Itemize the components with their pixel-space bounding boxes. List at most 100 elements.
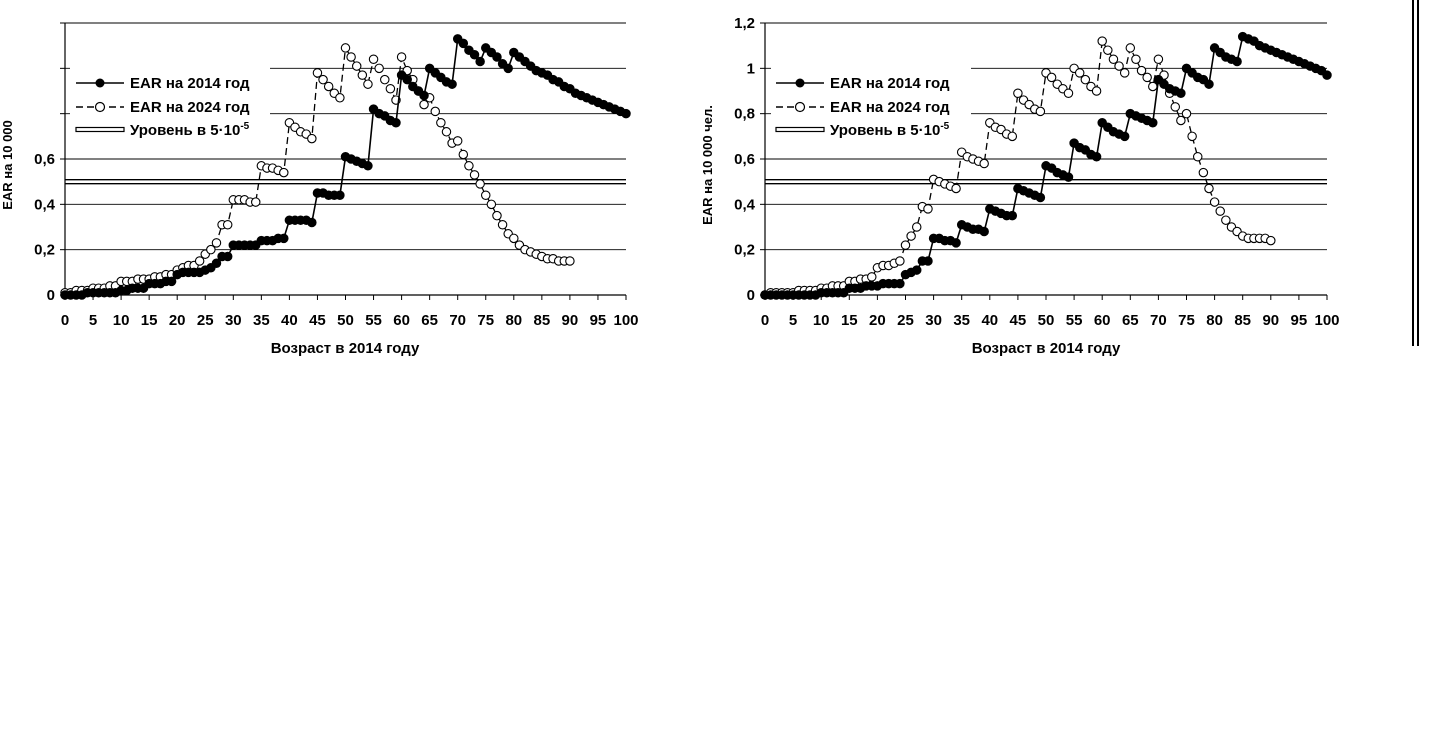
left-data-point-2024 <box>486 199 497 210</box>
right-x-tick-label: 80 <box>1206 312 1223 329</box>
right-y-tick-label: 1 <box>747 60 755 77</box>
right-legend-swatch-level <box>775 126 825 133</box>
left-data-point-2024 <box>441 127 452 137</box>
right-y-tick-label: 0,2 <box>734 242 755 259</box>
right-data-point-2024 <box>867 272 877 282</box>
right-x-tick-label: 35 <box>953 312 970 329</box>
right-data-point-2014 <box>979 226 989 237</box>
right-data-point-2024 <box>1131 54 1141 65</box>
right-data-point-2024 <box>911 222 922 232</box>
right-y-tick-label: 0 <box>747 287 755 304</box>
left-data-point-2014 <box>419 90 429 101</box>
left-x-tick-label: 15 <box>141 312 158 329</box>
right-x-tick-label: 90 <box>1262 312 1279 329</box>
left-data-point-2014 <box>402 74 412 85</box>
left-chart-axes <box>60 22 627 300</box>
left-data-point-2014 <box>307 217 317 228</box>
left-legend-label-2014: EAR на 2014 год <box>130 75 250 92</box>
left-data-point-2014 <box>166 276 177 287</box>
right-data-point-2014 <box>1119 131 1130 142</box>
right-data-point-2014 <box>1063 172 1074 182</box>
left-data-point-2024 <box>419 99 429 110</box>
left-data-point-2024 <box>380 74 390 85</box>
left-data-point-2024 <box>430 106 441 117</box>
left-data-point-2014 <box>492 52 502 62</box>
right-data-point-2024 <box>1046 72 1057 83</box>
right-data-point-2024 <box>1204 183 1214 194</box>
right-data-point-2024 <box>1153 54 1164 65</box>
right-chart: EAR на 10 000 чел. Возраст в 2014 году 0… <box>700 15 1340 357</box>
right-data-point-2024 <box>1142 72 1152 83</box>
right-data-point-2014 <box>911 265 922 275</box>
right-data-point-2024 <box>1215 206 1225 216</box>
left-data-point-2024 <box>211 238 222 248</box>
right-data-point-2024 <box>1091 86 1102 96</box>
right-data-point-2014 <box>1091 151 1102 162</box>
left-data-point-2014 <box>503 63 513 74</box>
right-data-point-2014 <box>1007 210 1018 221</box>
right-data-point-2014 <box>1204 79 1214 89</box>
left-x-tick-label: 80 <box>505 312 522 329</box>
right-x-tick-label: 40 <box>981 312 998 329</box>
left-x-tick-label: 65 <box>421 312 438 329</box>
left-x-tick-label: 5 <box>89 312 97 329</box>
left-y-tick-label: 0,2 <box>34 242 55 259</box>
right-data-point-2024 <box>1187 131 1197 142</box>
left-data-point-2014 <box>363 161 373 171</box>
left-chart-y-axis-label: EAR на 10 000 <box>0 120 15 210</box>
left-data-point-2014 <box>211 258 222 269</box>
right-data-point-2024 <box>1013 88 1023 99</box>
left-data-point-2024 <box>480 190 491 201</box>
right-legend-label-2024: EAR на 2024 год <box>830 99 950 116</box>
right-legend-marker-2014 <box>795 78 805 88</box>
right-y-tick-label: 0,4 <box>734 196 756 213</box>
right-data-point-2024 <box>1266 235 1276 246</box>
right-chart-y-ticks: 0 0,2 0,4 0,6 0,8 1 1,2 <box>734 15 756 304</box>
right-x-tick-label: 50 <box>1038 312 1055 329</box>
left-data-point-2024 <box>194 256 205 266</box>
left-x-tick-label: 35 <box>253 312 270 329</box>
left-data-point-2024 <box>509 233 519 244</box>
left-chart-x-ticks: 0 5 10 15 20 25 30 35 40 45 50 55 60 65 70 75 80 85 90 95 10… <box>61 312 639 329</box>
right-data-point-2024 <box>1074 68 1085 78</box>
left-data-point-2024 <box>318 74 328 85</box>
left-data-point-2014 <box>475 56 485 67</box>
right-data-point-2024 <box>1136 65 1147 76</box>
left-data-point-2024 <box>335 93 345 103</box>
right-data-point-2024 <box>1035 106 1046 117</box>
left-data-point-2024 <box>340 43 351 53</box>
right-chart-y-axis-label: EAR на 10 000 чел. <box>700 105 715 225</box>
right-x-tick-label: 85 <box>1234 312 1251 329</box>
left-data-point-2014 <box>279 233 289 244</box>
right-x-tick-label: 0 <box>761 312 769 329</box>
left-data-point-2024 <box>250 197 261 207</box>
right-data-point-2024 <box>923 204 933 214</box>
right-data-point-2014 <box>1322 70 1332 80</box>
right-x-tick-label: 70 <box>1150 312 1167 329</box>
left-data-point-2014 <box>391 117 401 128</box>
right-data-point-2024 <box>1221 215 1231 225</box>
right-legend-marker-2024 <box>794 101 806 113</box>
left-data-point-2024 <box>436 117 446 128</box>
left-x-tick-label: 0 <box>61 312 69 329</box>
left-data-point-2014 <box>621 108 631 119</box>
right-legend-label-2014: EAR на 2014 год <box>830 75 950 92</box>
left-data-point-2024 <box>222 219 233 230</box>
right-data-point-2024 <box>1170 102 1181 112</box>
left-y-tick-label: 0,4 <box>34 196 56 213</box>
left-data-point-2024 <box>307 133 317 144</box>
left-legend-marker-2024 <box>94 101 106 113</box>
right-data-point-2024 <box>1198 167 1209 178</box>
right-y-tick-label: 0,8 <box>734 106 755 123</box>
left-data-point-2024 <box>323 81 334 92</box>
left-data-point-2014 <box>335 190 345 201</box>
right-x-tick-label: 10 <box>813 312 830 329</box>
right-data-point-2024 <box>951 183 961 194</box>
left-data-point-2024 <box>396 52 407 62</box>
left-data-point-2024 <box>206 244 216 255</box>
right-x-tick-label: 45 <box>1010 312 1027 329</box>
right-chart-legend: EAR на 2014 год EAR на 2024 год Уровень … <box>771 66 971 142</box>
left-x-tick-label: 70 <box>449 312 466 329</box>
left-data-point-2014 <box>222 251 233 262</box>
left-legend-label-2024: EAR на 2024 год <box>130 99 250 116</box>
